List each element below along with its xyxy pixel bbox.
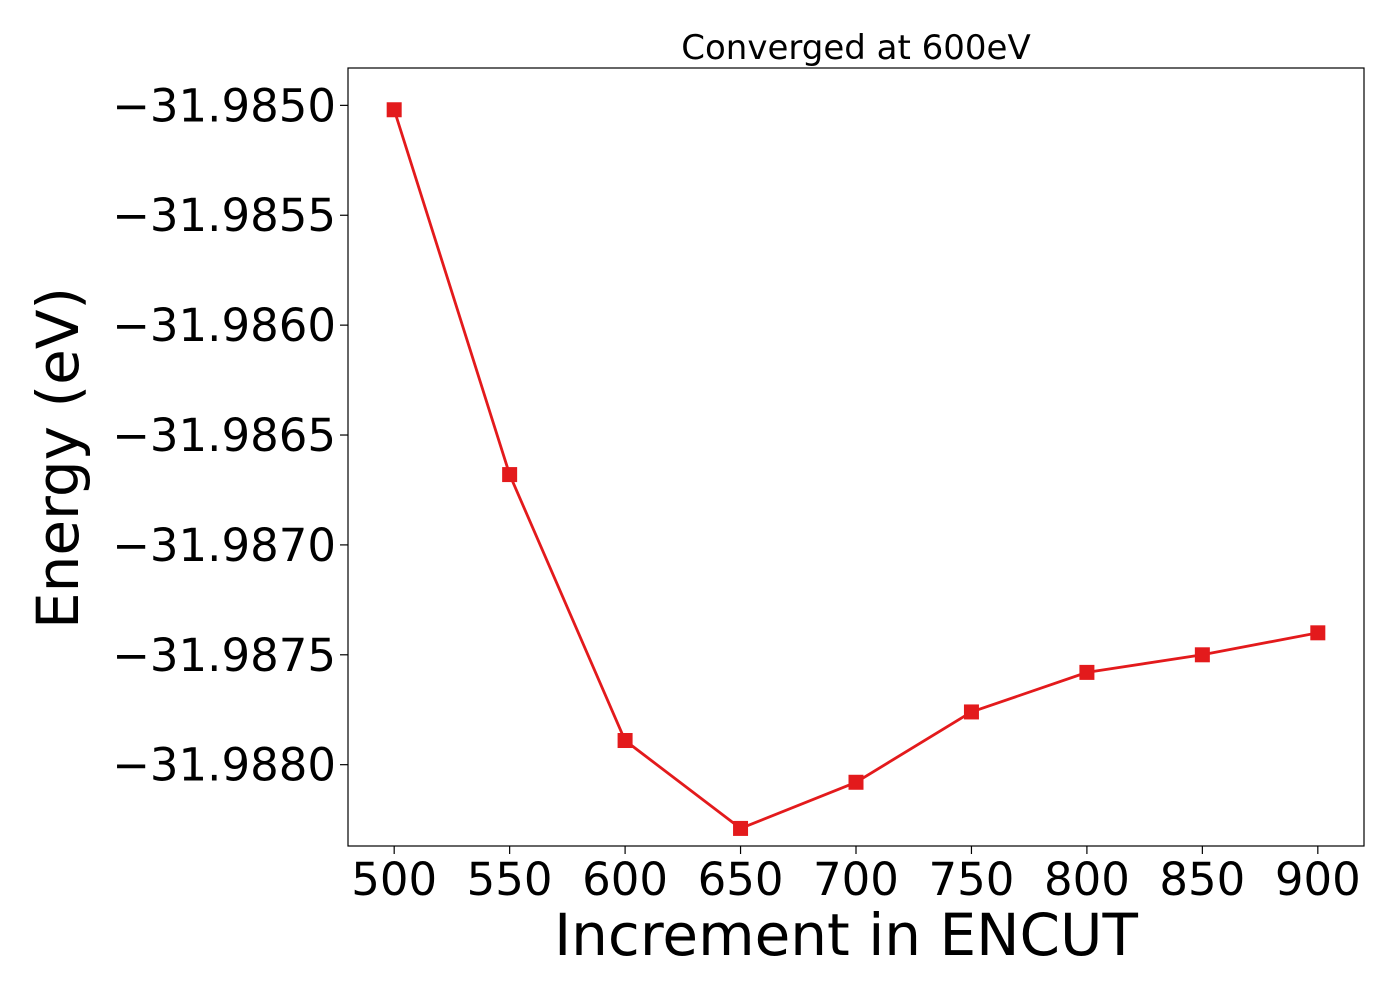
x-tick-label: 800 bbox=[1044, 853, 1130, 906]
y-tick-label: −31.9855 bbox=[112, 189, 336, 242]
x-tick-label: 850 bbox=[1159, 853, 1245, 906]
y-tick-label: −31.9860 bbox=[112, 299, 336, 352]
y-tick-label: −31.9850 bbox=[112, 79, 336, 132]
y-tick-label: −31.9880 bbox=[112, 739, 336, 792]
y-axis: −31.9850 −31.9855 −31.9860 −31.9865 −31.9870… bbox=[112, 79, 348, 792]
data-point bbox=[733, 820, 749, 836]
y-tick-label: −31.9875 bbox=[112, 629, 336, 682]
data-point bbox=[386, 102, 402, 118]
x-axis-label: Increment in ENCUT bbox=[554, 901, 1138, 969]
chart-title: Converged at 600eV bbox=[681, 28, 1030, 68]
x-tick-label: 550 bbox=[467, 853, 553, 906]
y-axis-label: Energy (eV) bbox=[24, 287, 92, 629]
x-tick-label: 900 bbox=[1275, 853, 1361, 906]
y-tick-label: −31.9870 bbox=[112, 519, 336, 572]
x-tick-label: 650 bbox=[698, 853, 784, 906]
x-tick-label: 600 bbox=[582, 853, 668, 906]
data-point bbox=[848, 774, 864, 790]
data-point bbox=[963, 704, 979, 720]
x-tick-label: 500 bbox=[351, 853, 437, 906]
y-tick-label: −31.9865 bbox=[112, 409, 336, 462]
data-point bbox=[617, 733, 633, 749]
x-tick-label: 750 bbox=[929, 853, 1015, 906]
data-point bbox=[1079, 664, 1095, 680]
x-tick-label: 700 bbox=[813, 853, 899, 906]
data-point bbox=[1310, 625, 1326, 641]
data-point bbox=[1194, 647, 1210, 663]
x-axis: 500 550 600 650 700 750 800 850 900 bbox=[351, 846, 1361, 906]
data-point bbox=[502, 467, 518, 483]
plot-area bbox=[386, 102, 1326, 836]
